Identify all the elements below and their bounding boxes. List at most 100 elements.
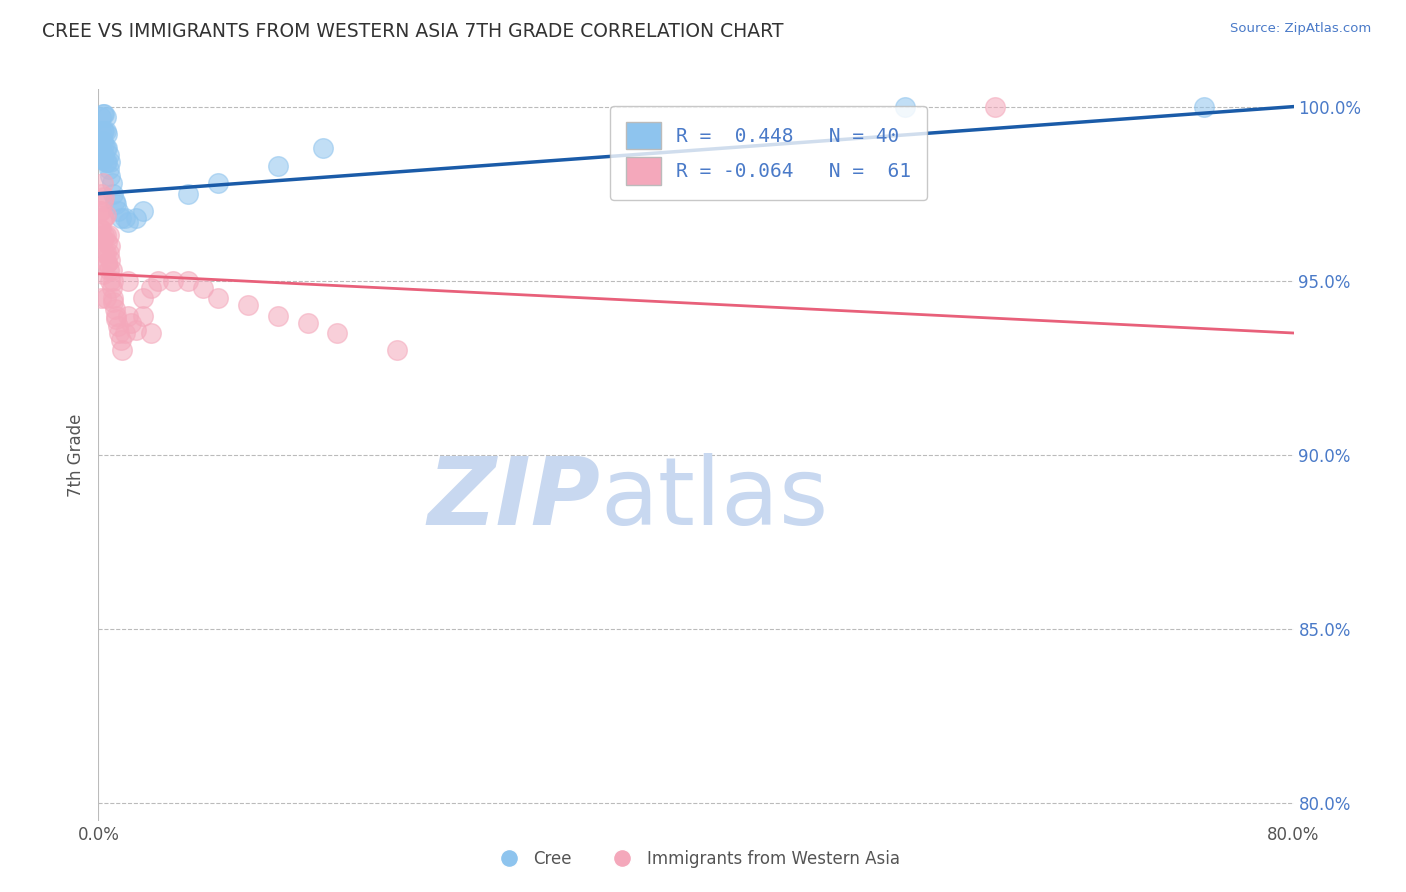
Point — [94, 110, 117, 124]
Point — [105, 197, 128, 211]
Point — [97, 228, 120, 243]
Point — [236, 298, 259, 312]
Point — [101, 263, 124, 277]
Point — [91, 211, 114, 225]
Point — [93, 106, 115, 120]
Point — [91, 135, 114, 149]
Point — [94, 291, 117, 305]
Text: ZIP: ZIP — [427, 453, 600, 545]
Point — [91, 152, 114, 166]
Point — [894, 100, 917, 114]
Point — [107, 319, 129, 334]
Point — [97, 162, 120, 177]
Point — [148, 274, 170, 288]
Point — [110, 333, 132, 347]
Point — [139, 326, 162, 340]
Point — [89, 221, 111, 235]
Point — [114, 211, 136, 225]
Point — [93, 124, 115, 138]
Point — [177, 186, 200, 201]
Point — [177, 274, 200, 288]
Point — [94, 228, 117, 243]
Point — [93, 137, 115, 152]
Point — [207, 176, 229, 190]
Point — [139, 281, 162, 295]
Point — [96, 141, 118, 155]
Text: CREE VS IMMIGRANTS FROM WESTERN ASIA 7TH GRADE CORRELATION CHART: CREE VS IMMIGRANTS FROM WESTERN ASIA 7TH… — [42, 22, 783, 41]
Point — [111, 343, 134, 358]
Point — [93, 148, 115, 162]
Point — [97, 148, 120, 162]
Point — [132, 291, 155, 305]
Text: atlas: atlas — [600, 453, 828, 545]
Point — [89, 239, 111, 253]
Point — [100, 239, 122, 253]
Point — [326, 326, 349, 340]
Point — [90, 291, 112, 305]
Point — [110, 211, 132, 225]
Point — [125, 322, 148, 336]
Point — [132, 309, 155, 323]
Point — [107, 204, 129, 219]
Point — [105, 309, 128, 323]
Point — [94, 141, 117, 155]
Point — [91, 232, 114, 246]
Point — [94, 155, 117, 169]
Point — [96, 235, 118, 250]
Point — [191, 281, 214, 295]
Point — [105, 312, 128, 326]
Point — [96, 155, 118, 169]
Point — [91, 124, 114, 138]
Point — [120, 316, 142, 330]
Point — [103, 291, 125, 305]
Point — [93, 211, 115, 225]
Point — [108, 326, 131, 340]
Y-axis label: 7th Grade: 7th Grade — [66, 413, 84, 497]
Point — [162, 274, 184, 288]
Point — [103, 294, 125, 309]
Point — [117, 309, 139, 323]
Point — [104, 194, 127, 208]
Point — [207, 291, 229, 305]
Point — [103, 274, 125, 288]
Point — [984, 100, 1007, 114]
Point — [100, 169, 122, 184]
Point — [90, 141, 112, 155]
Point — [297, 316, 319, 330]
Point — [91, 176, 114, 190]
Point — [89, 135, 111, 149]
Point — [94, 208, 117, 222]
Point — [100, 274, 122, 288]
Point — [89, 204, 111, 219]
Point — [117, 214, 139, 228]
Point — [1192, 100, 1215, 114]
Point — [90, 186, 112, 201]
Point — [93, 246, 115, 260]
Point — [125, 211, 148, 225]
Point — [96, 256, 118, 270]
Point — [93, 228, 115, 243]
Point — [94, 246, 117, 260]
Point — [90, 110, 112, 124]
Point — [96, 128, 118, 142]
Point — [132, 204, 155, 219]
Point — [104, 301, 127, 316]
Point — [267, 309, 290, 323]
Point — [94, 124, 117, 138]
Point — [91, 106, 114, 120]
Point — [89, 152, 111, 166]
Point — [97, 246, 120, 260]
Point — [103, 186, 125, 201]
Point — [114, 326, 136, 340]
Point — [101, 176, 124, 190]
Point — [117, 274, 139, 288]
Point — [90, 221, 112, 235]
Legend: Cree, Immigrants from Western Asia: Cree, Immigrants from Western Asia — [485, 843, 907, 874]
Point — [90, 124, 112, 138]
Point — [100, 252, 122, 267]
Point — [267, 159, 290, 173]
Point — [101, 281, 124, 295]
Point — [385, 343, 409, 358]
Point — [90, 204, 112, 219]
Point — [100, 155, 122, 169]
